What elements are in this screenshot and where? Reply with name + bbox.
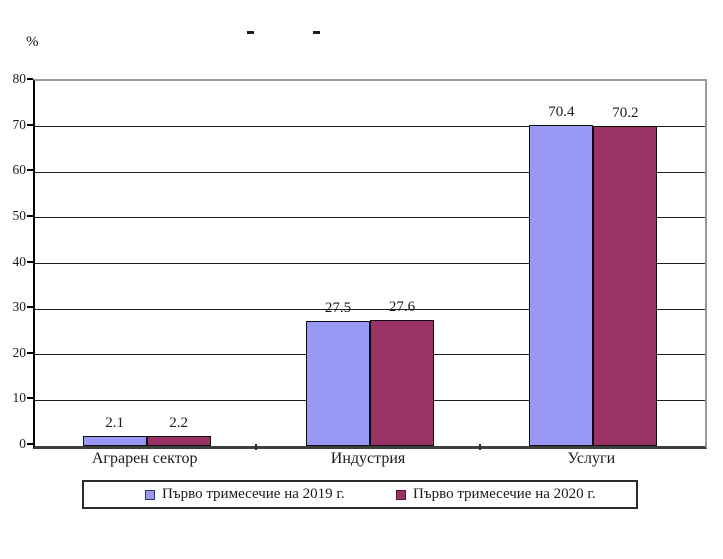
- gridline: [35, 217, 705, 219]
- bar: [370, 320, 434, 446]
- y-axis-tick-mark: [27, 351, 33, 354]
- title-remnant-dash: [247, 31, 254, 34]
- y-axis-tick-mark: [27, 260, 33, 263]
- legend-series-label: Първо тримесечие на 2019 г.: [162, 486, 345, 502]
- title-remnant-dash: [313, 31, 320, 34]
- category-label: Индустрия: [330, 450, 406, 467]
- y-axis-tick-mark: [27, 78, 33, 80]
- bar-value-label: 2.2: [169, 414, 189, 431]
- legend-marker-icon: [396, 489, 406, 500]
- y-axis-tick-label: 50: [12, 207, 27, 223]
- legend-entry: Първо тримесечие на 2020 г.: [396, 482, 596, 507]
- legend-marker-icon: [145, 489, 155, 500]
- bar: [146, 435, 211, 446]
- bar: [82, 436, 147, 446]
- y-axis-tick-mark: [27, 169, 33, 172]
- bar-value-label: 27.6: [388, 299, 416, 316]
- y-axis-unit-label: %: [26, 34, 39, 50]
- y-axis-tick-mark: [27, 214, 33, 217]
- y-axis-tick-label: 30: [12, 299, 27, 315]
- bar-value-label: 27.5: [324, 299, 352, 316]
- bar: [306, 320, 370, 446]
- x-axis-tick-mark: [478, 444, 481, 450]
- legend-series-label: Първо тримесечие на 2020 г.: [413, 486, 596, 502]
- y-axis-tick-mark: [27, 443, 33, 445]
- y-axis-tick-label: 10: [12, 390, 27, 406]
- legend: Първо тримесечие на 2019 г. Първо тримесе…: [82, 480, 638, 509]
- category-label: Услуги: [567, 450, 616, 467]
- category-label: Аграрен сектор: [91, 450, 198, 467]
- y-axis-tick-label: 20: [12, 344, 27, 360]
- gridline: [35, 126, 705, 128]
- y-axis-tick-mark: [27, 306, 33, 309]
- y-axis-tick-mark: [27, 123, 33, 126]
- x-axis-tick-mark: [255, 444, 258, 450]
- bar: [529, 124, 594, 446]
- gridline: [35, 171, 705, 173]
- y-axis-tick-mark: [27, 397, 33, 400]
- y-axis-tick-label: 80: [12, 71, 27, 86]
- legend-entry: Първо тримесечие на 2019 г.: [145, 482, 345, 507]
- y-axis-tick-label: 40: [12, 253, 27, 269]
- bar: [593, 125, 658, 446]
- gridline: [35, 263, 705, 264]
- y-axis-tick-label: 0: [19, 436, 26, 451]
- y-axis-tick-label: 60: [12, 162, 27, 178]
- bar-value-label: 70.4: [548, 103, 575, 120]
- bar-value-label: 2.1: [105, 415, 125, 432]
- gridline: [35, 308, 705, 310]
- bar-value-label: 70.2: [612, 104, 639, 121]
- plot-area: 2.1 2.2 27.5 27.6 70.4 70.2: [33, 79, 707, 449]
- y-axis-tick-label: 70: [12, 116, 27, 132]
